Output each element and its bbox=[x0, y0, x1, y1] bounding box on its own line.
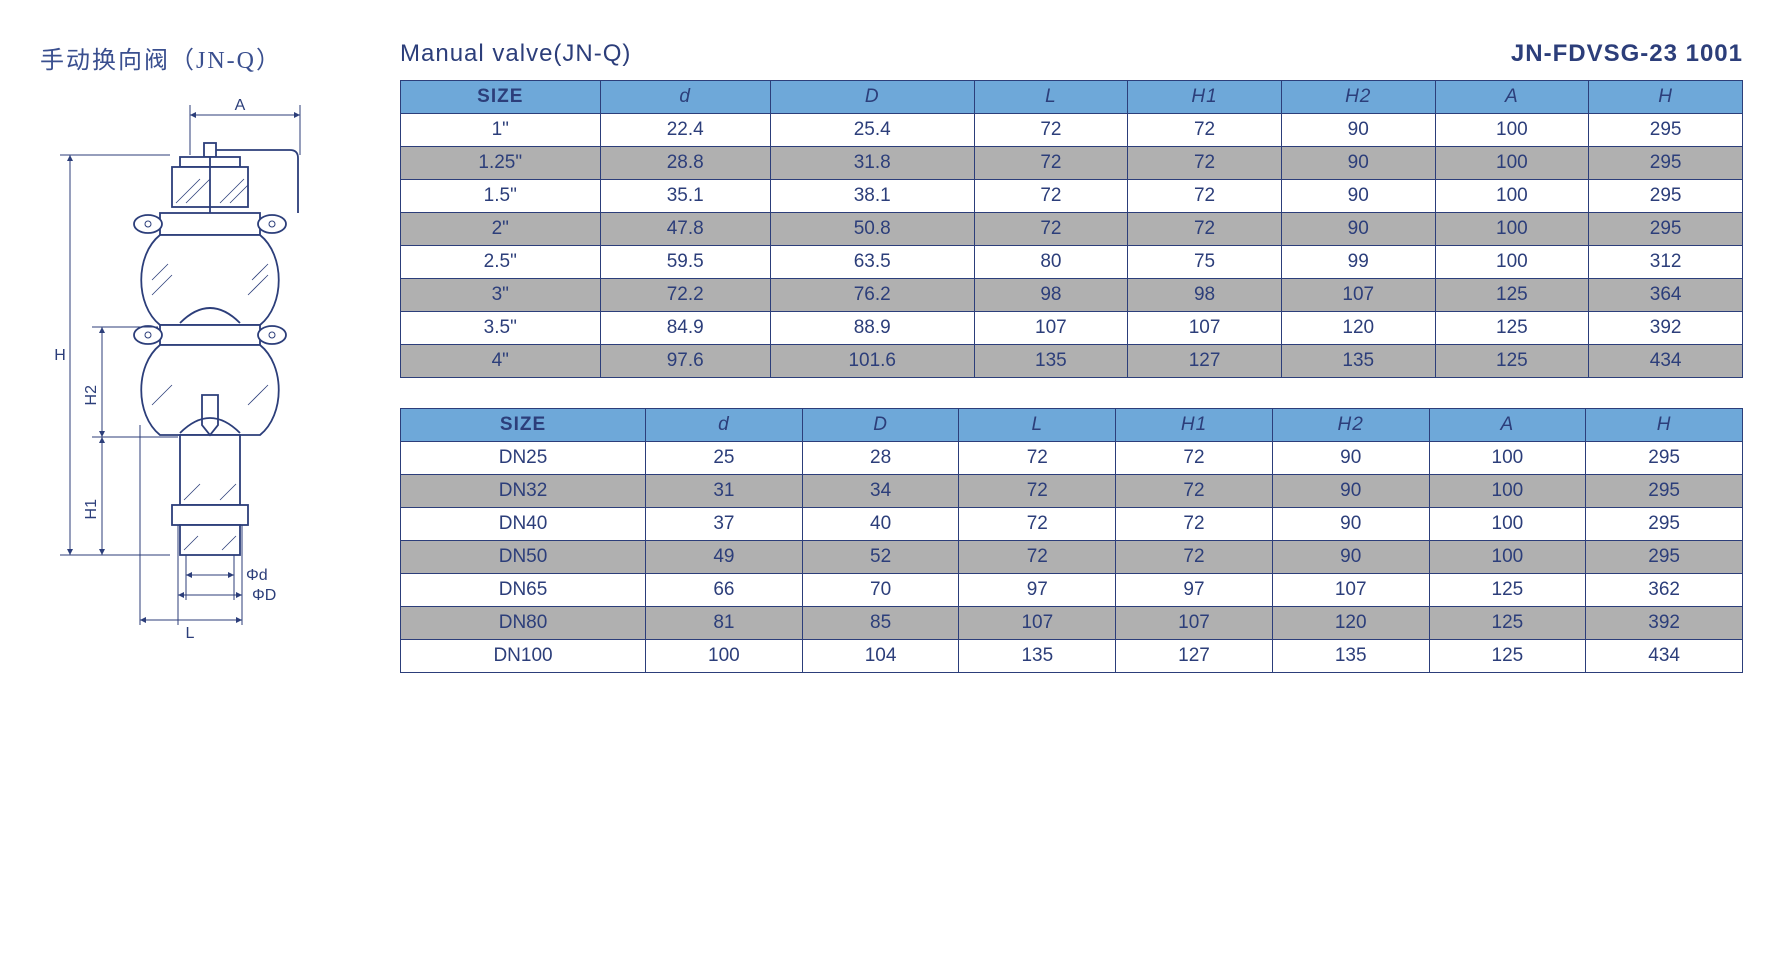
col-A: A bbox=[1435, 81, 1589, 114]
col-L: L bbox=[959, 409, 1116, 442]
table-row: 3"72.276.29898107125364 bbox=[401, 279, 1743, 312]
dim-H1: H1 bbox=[83, 499, 100, 520]
col-H2: H2 bbox=[1281, 81, 1435, 114]
spec-table-dn: SIZEdDLH1H2AH DN252528727290100295DN3231… bbox=[400, 408, 1743, 673]
col-A: A bbox=[1429, 409, 1586, 442]
table-row: DN100100104135127135125434 bbox=[401, 640, 1743, 673]
valve-drawing: A bbox=[40, 95, 340, 655]
col-D: D bbox=[770, 81, 974, 114]
part-number: JN-FDVSG-23 1001 bbox=[1511, 40, 1743, 68]
spec-table-imperial: SIZEdDLH1H2AH 1"22.425.47272901002951.25… bbox=[400, 80, 1743, 378]
table-row: 1.5"35.138.1727290100295 bbox=[401, 180, 1743, 213]
col-H1: H1 bbox=[1128, 81, 1282, 114]
table-row: DN504952727290100295 bbox=[401, 541, 1743, 574]
table-row: 3.5"84.988.9107107120125392 bbox=[401, 312, 1743, 345]
table-row: 4"97.6101.6135127135125434 bbox=[401, 345, 1743, 378]
table-row: 2"47.850.8727290100295 bbox=[401, 213, 1743, 246]
table-row: DN403740727290100295 bbox=[401, 508, 1743, 541]
table-row: DN252528727290100295 bbox=[401, 442, 1743, 475]
dim-L: L bbox=[186, 625, 195, 642]
dim-H2: H2 bbox=[83, 385, 100, 406]
col-H: H bbox=[1589, 81, 1743, 114]
col-H1: H1 bbox=[1116, 409, 1273, 442]
dim-H: H bbox=[54, 347, 66, 364]
dim-phid: Φd bbox=[246, 567, 268, 584]
dim-A: A bbox=[235, 97, 246, 114]
col-H: H bbox=[1586, 409, 1743, 442]
dim-phiD: ΦD bbox=[252, 587, 276, 604]
table-row: DN808185107107120125392 bbox=[401, 607, 1743, 640]
col-H2: H2 bbox=[1272, 409, 1429, 442]
col-d: d bbox=[646, 409, 803, 442]
col-SIZE: SIZE bbox=[401, 81, 601, 114]
table-row: DN6566709797107125362 bbox=[401, 574, 1743, 607]
table-row: 1.25"28.831.8727290100295 bbox=[401, 147, 1743, 180]
table-row: 1"22.425.4727290100295 bbox=[401, 114, 1743, 147]
chinese-title: 手动换向阀（JN-Q） bbox=[40, 40, 360, 75]
english-title: Manual valve(JN-Q) bbox=[400, 40, 631, 68]
table-row: DN323134727290100295 bbox=[401, 475, 1743, 508]
col-SIZE: SIZE bbox=[401, 409, 646, 442]
table-row: 2.5"59.563.5807599100312 bbox=[401, 246, 1743, 279]
col-L: L bbox=[974, 81, 1128, 114]
col-D: D bbox=[802, 409, 959, 442]
col-d: d bbox=[600, 81, 770, 114]
